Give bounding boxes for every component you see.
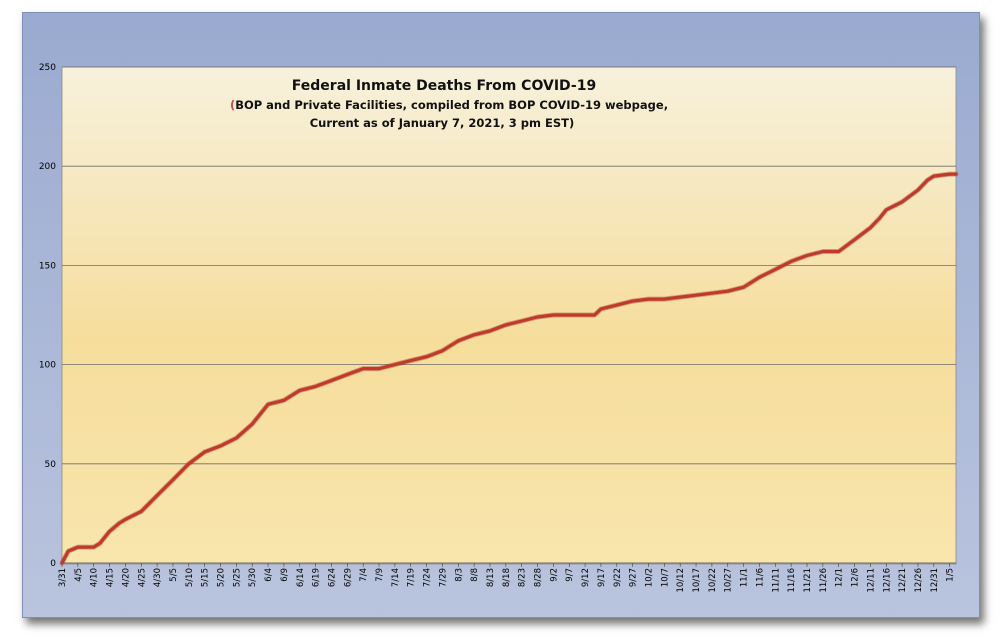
- x-tick-label-8-8: 8/8: [470, 568, 480, 582]
- x-tick-label-4-10: 4/10: [90, 568, 100, 587]
- x-tick-label-5-25: 5/25: [232, 568, 242, 587]
- x-tick-label-12-1: 12/1: [835, 568, 845, 587]
- x-tick-label-6-9: 6/9: [280, 568, 290, 582]
- x-tick-label-7-14: 7/14: [391, 568, 401, 587]
- x-axis: 3/31 4/5 4/10 4/15 4/20 4/25 4/30 5/5 5/10 5/15 5/…: [58, 562, 956, 593]
- x-tick-label-9-17: 9/17: [597, 568, 607, 587]
- x-tick-label-1-5: 1/5: [946, 568, 956, 582]
- x-tick-label-7-24: 7/24: [423, 568, 433, 587]
- x-tick-label-12-21: 12/21: [898, 568, 908, 593]
- x-tick-label-11-6: 11/6: [755, 568, 765, 587]
- x-tick-label-11-26: 11/26: [819, 568, 829, 593]
- x-tick-label-11-11: 11/11: [771, 568, 781, 593]
- x-tick-label-10-17: 10/17: [692, 568, 702, 593]
- y-tick-label-150: 150: [39, 261, 56, 271]
- y-tick-label-0: 0: [50, 559, 56, 569]
- chart-subtitle-line2: Current as of January 7, 2021, 3 pm EST): [310, 116, 575, 130]
- x-tick-label-6-14: 6/14: [296, 568, 306, 587]
- x-tick-label-7-9: 7/9: [375, 568, 385, 582]
- y-tick-label-100: 100: [39, 361, 56, 371]
- series-line-0: [60, 172, 958, 565]
- chart-title-block: Federal Inmate Deaths From COVID-19 (BOP…: [230, 78, 668, 130]
- x-tick-label-4-25: 4/25: [137, 568, 147, 587]
- x-tick-label-11-16: 11/16: [787, 568, 797, 593]
- x-tick-label-12-26: 12/26: [914, 568, 924, 593]
- x-tick-label-10-22: 10/22: [708, 568, 718, 593]
- x-tick-label-4-5: 4/5: [74, 568, 84, 582]
- x-tick-label-5-5: 5/5: [169, 568, 179, 582]
- y-tick-label-50: 50: [45, 460, 57, 470]
- x-tick-label-11-1: 11/1: [740, 568, 750, 587]
- x-tick-label-7-4: 7/4: [359, 568, 369, 582]
- x-tick-label-9-27: 9/27: [629, 568, 639, 587]
- x-tick-label-7-19: 7/19: [407, 568, 417, 587]
- x-tick-label-10-7: 10/7: [660, 568, 670, 587]
- x-tick-label-12-11: 12/11: [866, 568, 876, 593]
- x-tick-label-4-30: 4/30: [153, 568, 163, 587]
- x-tick-label-10-27: 10/27: [724, 568, 734, 593]
- x-tick-label-8-23: 8/23: [518, 568, 528, 587]
- x-tick-label-4-20: 4/20: [121, 568, 131, 587]
- subtitle-line1-text: BOP and Private Facilities, compiled fro…: [235, 98, 668, 112]
- subtitle-paren: (: [230, 98, 235, 112]
- x-tick-label-12-16: 12/16: [882, 568, 892, 593]
- x-tick-label-6-24: 6/24: [327, 568, 337, 587]
- y-tick-label-250: 250: [39, 63, 56, 73]
- y-axis: 0 50 100 150 200 250: [39, 63, 56, 569]
- x-tick-label-5-20: 5/20: [217, 568, 227, 587]
- plot-area: [61, 66, 957, 565]
- x-tick-label-8-18: 8/18: [502, 568, 512, 587]
- x-tick-label-6-29: 6/29: [343, 568, 353, 587]
- x-tick-label-10-12: 10/12: [676, 568, 686, 593]
- series-layer: [59, 171, 959, 566]
- x-tick-label-7-29: 7/29: [438, 568, 448, 587]
- x-tick-label-3-31: 3/31: [58, 568, 68, 587]
- x-tick-label-9-22: 9/22: [613, 568, 623, 587]
- x-tick-label-12-31: 12/31: [930, 568, 940, 593]
- x-tick-label-11-21: 11/21: [803, 568, 813, 593]
- x-tick-label-8-13: 8/13: [486, 568, 496, 587]
- x-tick-label-5-15: 5/15: [201, 568, 211, 587]
- x-tick-label-6-4: 6/4: [264, 568, 274, 582]
- x-tick-label-9-7: 9/7: [565, 568, 575, 582]
- x-tick-label-10-2: 10/2: [644, 568, 654, 587]
- x-tick-label-8-3: 8/3: [454, 568, 464, 582]
- x-tick-label-4-15: 4/15: [106, 568, 116, 587]
- x-tick-label-12-6: 12/6: [851, 568, 861, 587]
- chart-subtitle-line1: (BOP and Private Facilities, compiled fr…: [230, 98, 668, 112]
- x-tick-label-8-28: 8/28: [534, 568, 544, 587]
- x-tick-label-6-19: 6/19: [312, 568, 322, 587]
- x-tick-label-9-2: 9/2: [549, 568, 559, 582]
- x-tick-label-5-10: 5/10: [185, 568, 195, 587]
- x-tick-label-9-12: 9/12: [581, 568, 591, 587]
- y-tick-label-200: 200: [39, 162, 56, 172]
- gridlines: [62, 66, 956, 465]
- x-tick-label-5-30: 5/30: [248, 568, 258, 587]
- chart-title: Federal Inmate Deaths From COVID-19: [292, 78, 596, 94]
